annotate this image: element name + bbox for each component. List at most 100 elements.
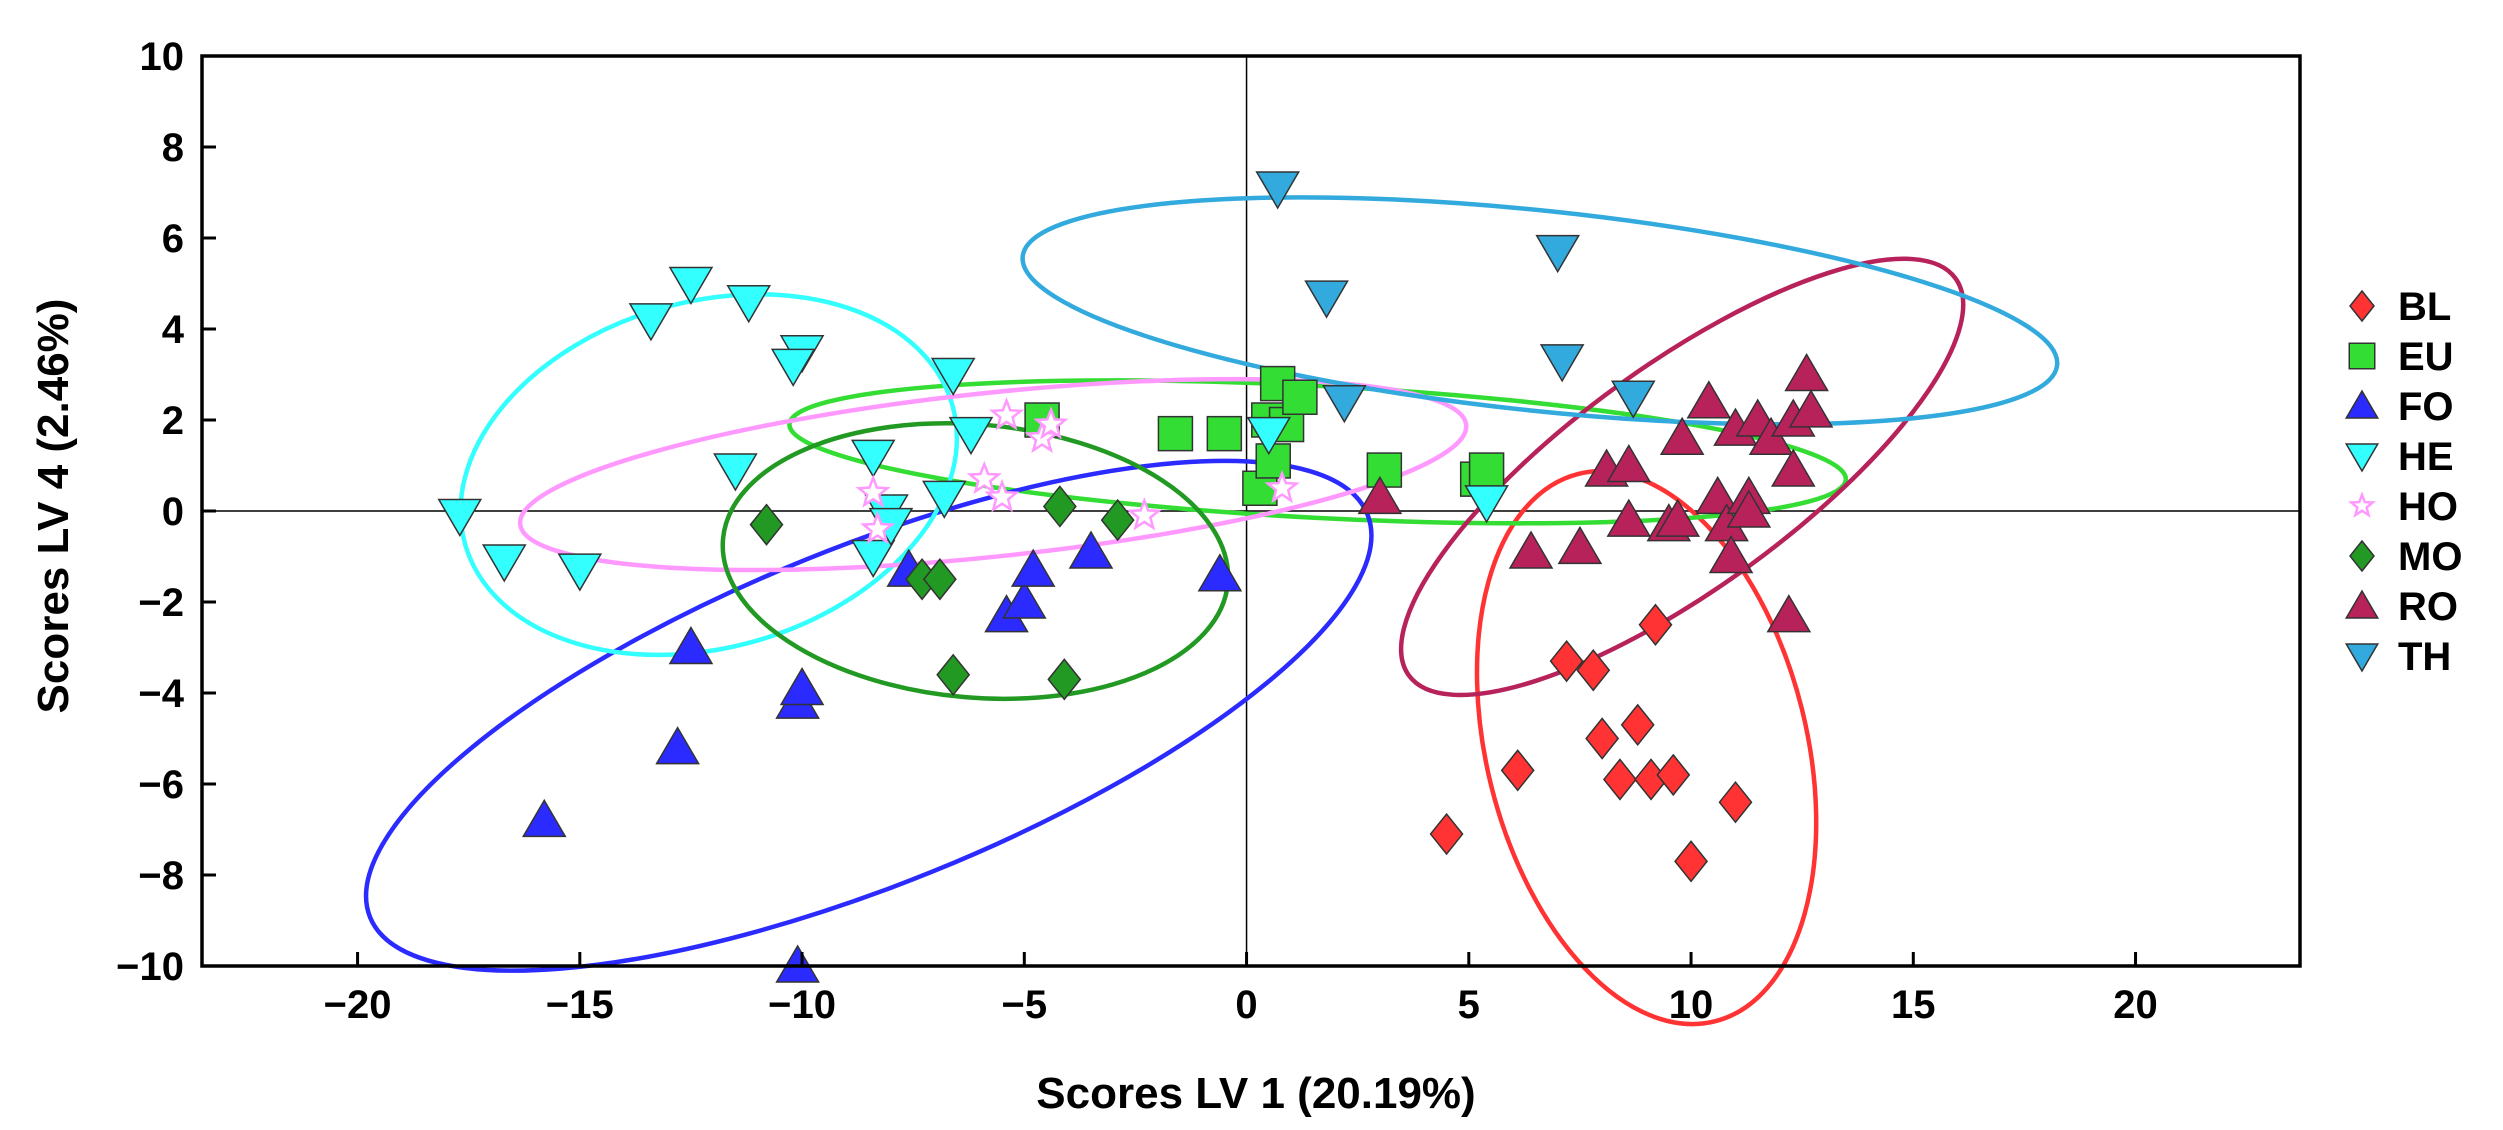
y-tick-label: 2 [162,399,184,443]
point-fo [1197,553,1243,592]
x-tick-label: 20 [2113,983,2158,1027]
point-eu [1366,452,1403,488]
legend-marker-th [2344,643,2380,673]
point-th [1539,344,1585,383]
point-bl [1585,717,1620,760]
point-bl [1656,753,1691,797]
y-tick-label: −8 [138,854,184,898]
point-ro [1508,530,1554,569]
point-mo [922,558,957,601]
point-ho [1033,406,1069,440]
x-tick-label: −20 [324,983,392,1027]
point-bl [1602,758,1637,801]
point-ro [1784,353,1829,392]
ellipse-th [1020,195,2060,427]
point-he [481,544,527,583]
legend-label-mo: MO [2398,535,2462,579]
point-bl [1674,840,1709,883]
legend-marker-mo [2349,539,2375,573]
point-ro [1770,448,1816,487]
point-fo [521,798,567,838]
point-he [850,439,896,478]
point-mo [1100,498,1135,542]
legend: BL EU FO HE HO MO RO TH [2344,285,2462,679]
point-eu [1157,415,1194,452]
point-fo [775,944,820,983]
point-ro [1766,594,1812,633]
ellipse-eu [787,378,1849,526]
data-points [437,171,1834,983]
point-he [713,453,758,492]
point-ro [1788,389,1834,428]
point-mo [1042,485,1077,528]
point-he [668,266,714,305]
x-tick-label: 15 [1891,983,1936,1027]
point-bl [1576,649,1611,692]
legend-label-he: HE [2398,435,2454,479]
legend-label-ro: RO [2398,585,2458,629]
point-he [948,416,994,456]
point-he [557,553,603,592]
point-he [770,348,816,387]
point-ho [860,510,896,545]
point-eu [1206,415,1243,452]
y-tick-label: −10 [116,945,184,989]
legend-marker-eu [2348,342,2376,370]
point-mo [1047,658,1082,701]
point-fo [779,666,825,706]
legend-marker-he [2344,443,2380,473]
point-ro [1655,498,1701,537]
legend-label-bl: BL [2398,285,2451,329]
point-he [850,539,896,578]
point-ho [855,474,891,508]
point-he [437,498,483,538]
point-bl [1500,749,1535,792]
legend-label-ho: HO [2398,485,2458,529]
point-th [1535,234,1581,274]
point-ro [1708,535,1754,574]
x-tick-label: 5 [1458,983,1480,1027]
point-fo [1068,530,1114,569]
point-he [726,284,772,324]
point-mo [749,503,784,546]
legend-marker-bl [2349,289,2375,323]
point-he [930,357,976,396]
x-axis-title: Scores LV 1 (20.19%) [1036,1069,1475,1118]
y-tick-label: 10 [140,35,185,79]
point-ro [1606,444,1652,483]
y-tick-label: −6 [138,763,184,807]
point-fo [1002,580,1047,619]
legend-label-th: TH [2398,635,2451,679]
point-bl [1429,812,1464,856]
point-bl [1549,639,1584,683]
x-tick-label: −10 [768,983,836,1027]
point-fo [655,726,700,765]
x-tick-label: −5 [1002,983,1048,1027]
point-ro [1606,498,1652,537]
point-ho [988,397,1025,431]
point-eu [1468,452,1505,488]
ellipse-ro [1398,256,1966,698]
point-ro [1659,416,1705,455]
point-bl [1620,703,1655,747]
point-bl [1718,780,1753,824]
point-he [921,480,967,519]
legend-marker-ho [2348,491,2376,518]
y-tick-label: 6 [162,217,184,261]
point-he [1464,485,1509,524]
x-tick-label: 10 [1669,983,1714,1027]
point-th [1255,171,1300,210]
reference-lines [202,56,2300,966]
point-eu [1282,379,1318,415]
point-ro [1686,380,1732,419]
point-ho [1126,496,1162,531]
legend-marker-ro [2344,589,2380,619]
point-he [628,303,674,342]
point-ro [1557,525,1603,565]
point-eu [1255,443,1291,479]
y-tick-label: 4 [162,308,185,352]
point-mo [936,653,971,697]
x-tick-label: 0 [1235,983,1257,1027]
